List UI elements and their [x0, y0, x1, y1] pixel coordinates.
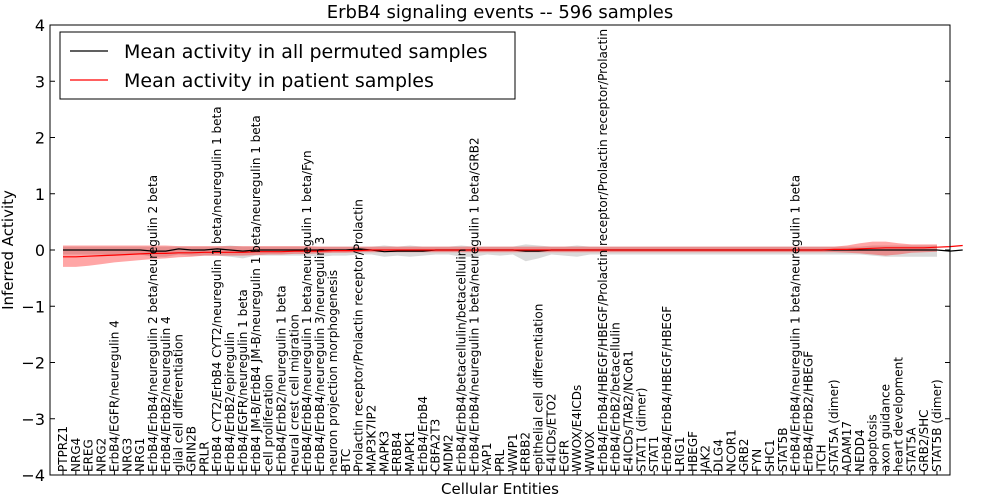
x-tick-label: ErbB4/ErbB4/neuregulin 3/neuregulin 3 — [313, 237, 327, 472]
legend-box — [59, 31, 516, 100]
x-tick-label: NRG2 — [95, 438, 109, 472]
x-tick-label: ErbB4/ErbB4/neuregulin 1 beta/neuregulin… — [467, 137, 481, 472]
x-tick-label: ITCH — [814, 444, 828, 472]
x-tick-label: WWOX/E4ICDs — [570, 385, 584, 472]
x-tick-label: neural crest cell migration — [287, 314, 301, 472]
x-tick-label: axon guidance — [879, 384, 893, 472]
y-tick-label: −3 — [21, 410, 45, 429]
x-tick-label: ErbB4/ErbB4 — [416, 396, 430, 472]
y-axis: 4 3 2 1 0 −1 −2 −3 −4 — [21, 16, 950, 485]
legend-label-patient: Mean activity in patient samples — [124, 70, 434, 92]
patient-mean-line — [63, 244, 963, 258]
x-tick-label: WWOX — [583, 431, 597, 472]
x-tick-label: FYN — [750, 449, 764, 472]
y-tick-label: −2 — [21, 354, 45, 373]
x-tick-label: NRG1 — [133, 438, 147, 472]
x-tick-label: ErbB4/ErbB2/epiregulin — [223, 332, 237, 472]
x-tick-label: STAT5A — [904, 427, 918, 472]
y-axis-title: Inferred Activity — [0, 190, 17, 310]
x-tick-label: ErbB4/ErbB4/HBEGF/HBEGF — [660, 306, 674, 472]
x-tick-label: E4ICDs/ETO2 — [544, 393, 558, 472]
x-tick-label: EGFR — [557, 440, 571, 472]
x-tick-label: PRLR — [197, 441, 211, 472]
x-tick-label: CBFA2T3 — [429, 419, 443, 472]
x-tick-label: GRB2 — [737, 438, 751, 472]
x-tick-label: HBEGF — [686, 431, 700, 472]
x-tick-label: ErbB4/ErbB4/neuregulin 1 beta/neuregulin… — [789, 175, 803, 472]
x-tick-label: ErbB4/ErbB4/HBEGF/HBEGF/Prolactin recept… — [596, 29, 610, 472]
x-tick-label: ErbB4/ErbB4/neuregulin 1 beta/neuregulin… — [300, 150, 314, 472]
x-tick-label: neuron projection morphogenesis — [326, 270, 340, 472]
x-tick-label: SHC1 — [763, 439, 777, 472]
x-tick-label: glial cell differentiation — [172, 334, 186, 472]
x-tick-label: ErbB4/EGFR/neuregulin 4 — [107, 320, 121, 472]
x-tick-label: GRIN2B — [185, 426, 199, 472]
y-tick-label: −1 — [21, 297, 45, 316]
x-tick-label: STAT1 (dimer) — [634, 388, 648, 472]
x-tick-label: BTC — [339, 449, 353, 472]
x-tick-label: PTPRZ1 — [56, 426, 70, 472]
x-tick-label: WWP1 — [506, 433, 520, 472]
x-tick-label: ERBB4 — [390, 432, 404, 472]
x-axis-title: Cellular Entities — [441, 480, 559, 498]
x-tick-label: STAT5B — [776, 428, 790, 473]
y-tick-label: −4 — [21, 466, 45, 485]
legend-label-permuted: Mean activity in all permuted samples — [124, 41, 487, 63]
x-tick-label: NRG3 — [120, 438, 134, 472]
x-tick-label: MDM2 — [442, 434, 456, 472]
x-tick-label: Prolactin receptor/Prolactin receptor/Pr… — [352, 199, 366, 472]
chart-title: ErbB4 signaling events -- 596 samples — [327, 2, 674, 23]
x-tick-label: ErbB4 JM-B/ErbB4 JM-B/neuregulin 1 beta/… — [249, 115, 263, 472]
confidence-bands — [63, 241, 937, 267]
x-tick-label: NCOR1 — [724, 429, 738, 472]
x-tick-label: MAP3K7IP2 — [365, 405, 379, 472]
legend: Mean activity in all permuted samples Me… — [59, 31, 516, 100]
x-tick-label: ErbB4 CYT2/ErbB4 CYT2/neuregulin 1 beta/… — [210, 106, 224, 472]
x-tick-label: STAT1 — [647, 436, 661, 472]
x-tick-label: STAT5B (dimer) — [930, 379, 944, 472]
patient-band — [63, 241, 937, 267]
x-tick-label: PRL — [493, 449, 507, 472]
x-tick-label: E4ICDs/TAB2/NCoR1 — [622, 350, 636, 472]
x-tick-label: ErbB4/ErbB2/HBEGF — [802, 351, 816, 472]
x-tick-label: LRIG1 — [673, 437, 687, 473]
x-tick-label: ErbB4/ErbB2/betacellulin — [609, 322, 623, 472]
series-lines — [63, 244, 963, 258]
x-tick-label: JAK2 — [699, 445, 713, 473]
x-tick-label: epithelial cell differentiation — [532, 304, 546, 472]
x-tick-label: apoptosis — [866, 414, 880, 472]
x-tick-label: ERBB2 — [519, 432, 533, 472]
x-tick-label: ErbB4/EGFR/neuregulin 1 beta — [236, 289, 250, 472]
x-tick-label: NEDD4 — [853, 429, 867, 472]
x-tick-label: STAT5A (dimer) — [827, 379, 841, 472]
x-tick-label: DLG4 — [712, 439, 726, 472]
x-tick-label: heart development — [891, 357, 905, 472]
y-tick-label: 0 — [35, 241, 45, 260]
y-tick-label: 4 — [35, 16, 45, 35]
y-tick-label: 1 — [35, 185, 45, 204]
y-tick-label: 3 — [35, 72, 45, 91]
x-tick-label: ErbB4/ErbB2/neuregulin 1 beta — [275, 285, 289, 472]
x-tick-label: cell proliferation — [262, 374, 276, 472]
x-tick-label: GRB2/SHC — [917, 409, 931, 472]
plot-frame — [49, 24, 951, 476]
x-tick-label: ADAM17 — [840, 421, 854, 472]
x-tick-label: YAP1 — [480, 443, 494, 473]
x-tick-label: MAPK1 — [403, 431, 417, 472]
x-axis: PTPRZ1NRG4EREGNRG2ErbB4/EGFR/neuregulin … — [56, 29, 944, 475]
x-tick-label: ErbB4/ErbB2/neuregulin 4 — [159, 316, 173, 472]
y-tick-label: 2 — [35, 129, 45, 148]
x-tick-label: EREG — [82, 439, 96, 472]
permuted-band — [63, 244, 937, 262]
x-tick-label: NRG4 — [69, 438, 83, 472]
x-tick-label: ErbB4/ErbB4/neuregulin 2 beta/neuregulin… — [146, 175, 160, 472]
x-tick-label: ErbB4/ErbB4/betacellulin/betacellulin — [454, 249, 468, 472]
x-tick-label: MAPK3 — [377, 431, 391, 472]
